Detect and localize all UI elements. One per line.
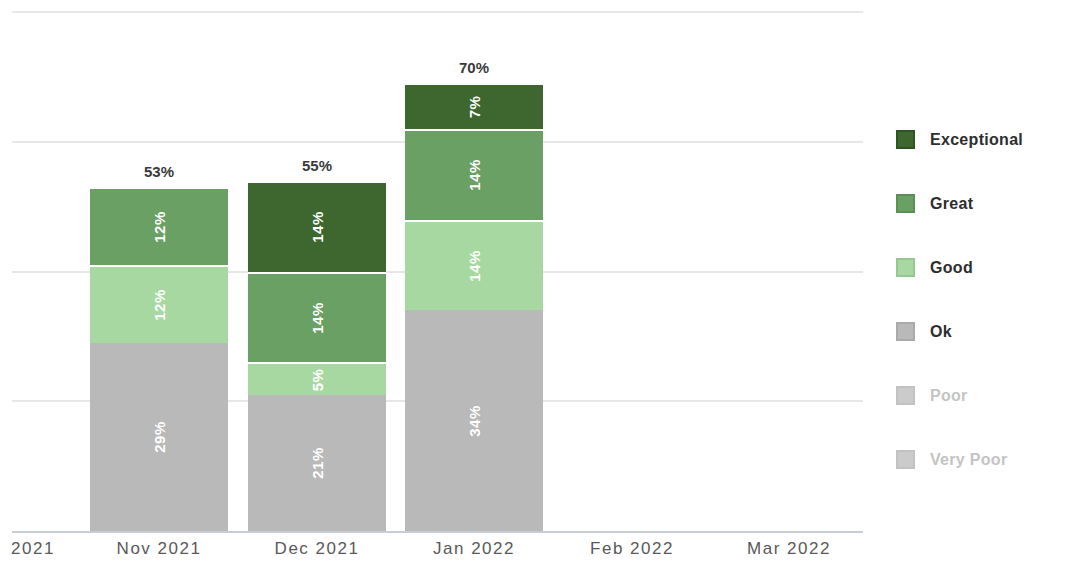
bar-total-label: 53% bbox=[144, 163, 174, 180]
bar-segment-ok[interactable]: 34% bbox=[405, 310, 543, 531]
x-axis-label-dec-2021: Dec 2021 bbox=[275, 539, 360, 559]
bar-dec-2021[interactable]: 21% 5% 14% 14% bbox=[248, 181, 386, 531]
bar-segment-ok[interactable]: 29% bbox=[90, 343, 228, 531]
bar-total-label: 55% bbox=[302, 157, 332, 174]
segment-label: 29% bbox=[151, 421, 168, 453]
bar-segment-exceptional[interactable]: 14% bbox=[248, 181, 386, 272]
legend-label: Exceptional bbox=[930, 131, 1023, 149]
legend-item-great[interactable]: Great bbox=[896, 194, 973, 213]
bar-segment-ok[interactable]: 21% bbox=[248, 395, 386, 531]
bar-segment-great[interactable]: 12% bbox=[90, 187, 228, 265]
bar-segment-great[interactable]: 14% bbox=[248, 272, 386, 363]
legend-swatch-poor bbox=[896, 386, 915, 405]
x-axis-line bbox=[12, 531, 863, 533]
stacked-bar-chart: 2021 Nov 2021 Dec 2021 Jan 2022 Feb 2022 Mar … bbox=[0, 0, 1082, 577]
legend-item-ok[interactable]: Ok bbox=[896, 322, 952, 341]
segment-label: 14% bbox=[466, 250, 483, 282]
legend-swatch-very-poor bbox=[896, 450, 915, 469]
legend-item-poor[interactable]: Poor bbox=[896, 386, 968, 405]
segment-label: 5% bbox=[309, 368, 326, 391]
legend-label: Very Poor bbox=[930, 451, 1007, 469]
x-axis-label-jan-2022: Jan 2022 bbox=[433, 539, 515, 559]
segment-label: 7% bbox=[466, 96, 483, 119]
segment-label: 12% bbox=[151, 289, 168, 321]
segment-label: 34% bbox=[466, 405, 483, 437]
bar-segment-great[interactable]: 14% bbox=[405, 129, 543, 220]
bar-segment-good[interactable]: 5% bbox=[248, 362, 386, 394]
legend-label: Good bbox=[930, 259, 973, 277]
x-axis-label-2021: 2021 bbox=[11, 539, 55, 559]
bar-segment-exceptional[interactable]: 7% bbox=[405, 83, 543, 128]
segment-label: 14% bbox=[466, 159, 483, 191]
bar-nov-2021[interactable]: 29% 12% 12% bbox=[90, 187, 228, 531]
segment-label: 21% bbox=[309, 447, 326, 479]
bar-jan-2022[interactable]: 34% 14% 14% 7% bbox=[405, 83, 543, 531]
bar-segment-good[interactable]: 12% bbox=[90, 265, 228, 343]
legend-item-exceptional[interactable]: Exceptional bbox=[896, 130, 1023, 149]
x-axis-label-feb-2022: Feb 2022 bbox=[590, 539, 674, 559]
legend-item-good[interactable]: Good bbox=[896, 258, 973, 277]
bar-total-label: 70% bbox=[459, 59, 489, 76]
legend-item-very-poor[interactable]: Very Poor bbox=[896, 450, 1007, 469]
legend-label: Ok bbox=[930, 323, 952, 341]
segment-label: 14% bbox=[309, 211, 326, 243]
plot-area: 2021 Nov 2021 Dec 2021 Jan 2022 Feb 2022 Mar … bbox=[0, 0, 880, 577]
legend-swatch-good bbox=[896, 258, 915, 277]
segment-label: 12% bbox=[151, 211, 168, 243]
x-axis-label-nov-2021: Nov 2021 bbox=[117, 539, 202, 559]
gridline bbox=[12, 11, 863, 13]
bar-segment-good[interactable]: 14% bbox=[405, 220, 543, 311]
segment-label: 14% bbox=[309, 302, 326, 334]
legend-swatch-exceptional bbox=[896, 130, 915, 149]
x-axis-label-mar-2022: Mar 2022 bbox=[747, 539, 831, 559]
legend-swatch-great bbox=[896, 194, 915, 213]
legend-label: Great bbox=[930, 195, 973, 213]
legend-swatch-ok bbox=[896, 322, 915, 341]
legend: Exceptional Great Good Ok Poor Very Poor bbox=[896, 0, 1082, 577]
legend-label: Poor bbox=[930, 387, 968, 405]
